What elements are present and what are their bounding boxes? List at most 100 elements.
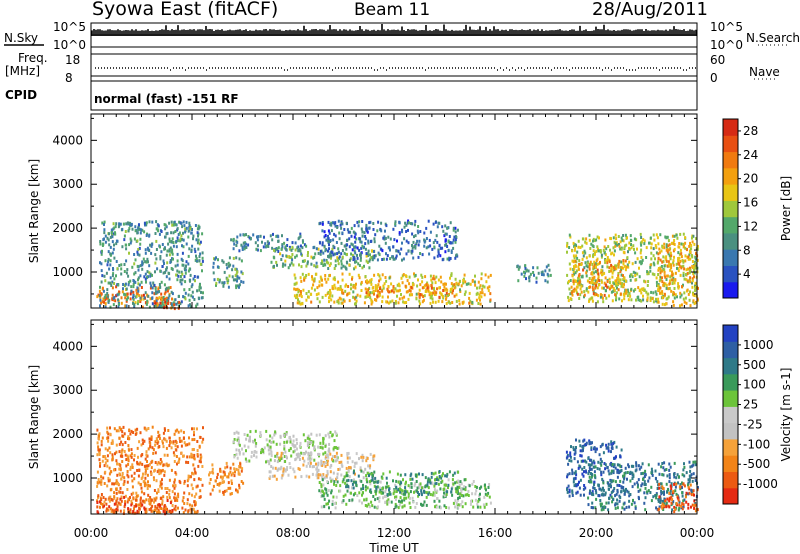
data-point (222, 260, 225, 264)
data-point (136, 252, 139, 256)
data-point (186, 479, 189, 483)
data-point (461, 505, 464, 509)
data-point (457, 496, 460, 500)
data-point (399, 473, 402, 477)
data-point (115, 482, 118, 486)
data-point (665, 302, 668, 306)
data-point (370, 249, 373, 253)
data-point (255, 450, 258, 454)
data-point (267, 448, 270, 452)
data-point (124, 282, 127, 286)
data-point (161, 243, 164, 246)
data-point (478, 498, 480, 501)
data-point (602, 507, 605, 511)
data-point (593, 282, 596, 286)
data-point (431, 281, 434, 285)
data-point (304, 439, 307, 443)
data-point (118, 436, 121, 440)
data-point (577, 276, 580, 280)
data-point (616, 498, 619, 502)
data-point (593, 470, 596, 474)
data-point (285, 254, 288, 258)
data-point (111, 298, 114, 302)
data-point (612, 246, 615, 250)
data-point (630, 287, 633, 291)
data-point (359, 294, 362, 298)
data-point (227, 481, 230, 485)
data-point (456, 498, 459, 502)
data-point (446, 226, 449, 230)
data-point (361, 491, 364, 495)
data-point (607, 446, 610, 450)
data-point (119, 497, 122, 501)
data-point (124, 453, 127, 457)
data-point (655, 276, 658, 280)
data-point (183, 441, 186, 445)
data-point (111, 508, 114, 512)
data-point (345, 283, 348, 287)
data-point (623, 246, 626, 250)
data-point (532, 271, 535, 274)
data-point (232, 238, 235, 242)
data-point (411, 232, 414, 236)
data-point (381, 258, 384, 261)
data-point (344, 481, 347, 485)
data-point (619, 479, 622, 483)
data-point (459, 480, 462, 484)
data-point (517, 279, 520, 283)
data-point (180, 439, 183, 443)
data-point (274, 430, 277, 434)
data-point (235, 488, 237, 492)
data-point (365, 291, 368, 295)
data-point (600, 470, 603, 474)
data-point (643, 480, 646, 484)
data-point (121, 245, 124, 249)
data-point (421, 286, 424, 290)
data-point (650, 485, 653, 489)
data-point (346, 489, 349, 493)
data-point (594, 286, 597, 290)
data-point (302, 433, 305, 437)
data-point (344, 493, 347, 497)
data-point (105, 296, 108, 300)
data-point (619, 240, 622, 244)
data-point (327, 239, 330, 242)
data-point (572, 254, 575, 258)
data-point (608, 260, 611, 264)
data-point (235, 448, 238, 452)
data-point (453, 283, 456, 287)
data-point (318, 433, 321, 437)
data-point (249, 237, 252, 240)
data-point (235, 272, 238, 276)
data-point (245, 459, 248, 463)
data-point (577, 265, 580, 269)
data-point (669, 268, 672, 272)
data-point (130, 239, 133, 243)
data-point (301, 246, 304, 250)
data-point (168, 436, 171, 440)
data-point (410, 485, 413, 489)
data-point (336, 476, 339, 480)
data-point (656, 480, 659, 484)
data-point (583, 438, 586, 442)
data-point (185, 460, 188, 464)
data-point (288, 247, 291, 251)
data-point (170, 468, 173, 472)
data-point (410, 472, 413, 476)
data-point (147, 484, 150, 487)
data-point (250, 450, 253, 454)
data-point (644, 496, 647, 500)
data-point (309, 441, 312, 444)
data-point (679, 291, 682, 295)
data-point (130, 452, 133, 456)
data-point (622, 486, 625, 489)
data-point (166, 499, 169, 502)
data-point (236, 438, 239, 442)
data-point (143, 221, 146, 225)
data-point (455, 293, 458, 297)
data-point (643, 475, 646, 478)
data-point (166, 507, 168, 511)
data-point (126, 221, 129, 225)
data-point (696, 258, 699, 262)
data-point (133, 305, 136, 309)
